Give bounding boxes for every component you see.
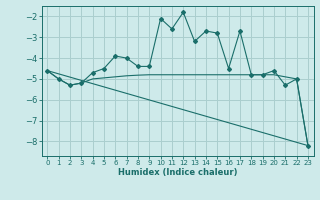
X-axis label: Humidex (Indice chaleur): Humidex (Indice chaleur) xyxy=(118,168,237,177)
